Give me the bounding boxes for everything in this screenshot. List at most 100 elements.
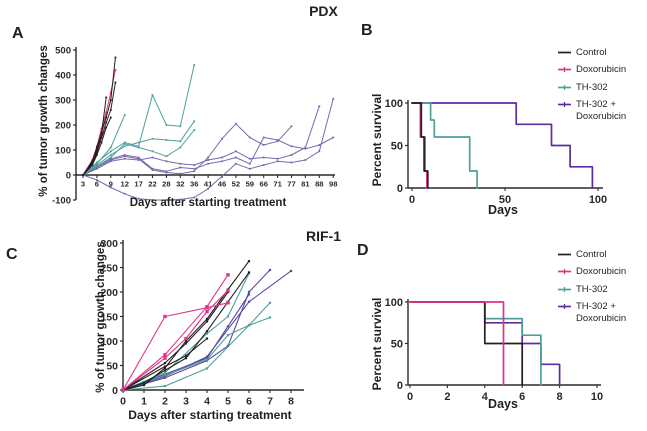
panel-label-c: C	[6, 246, 18, 263]
svg-text:-100: -100	[52, 195, 71, 206]
panel-d-y-axis-label: Percent survival	[370, 297, 384, 391]
panel-d-legend: Control Doxorubicin TH-302 TH-302 + Doxorub…	[557, 249, 626, 330]
svg-text:0: 0	[397, 380, 403, 392]
svg-text:100: 100	[589, 194, 607, 206]
svg-text:50: 50	[499, 194, 511, 206]
legend-line-swatch-icon	[558, 102, 571, 108]
legend-item-th302: TH-302	[557, 82, 626, 93]
svg-text:7: 7	[267, 396, 273, 408]
svg-text:250: 250	[100, 262, 118, 274]
svg-text:77: 77	[287, 180, 295, 189]
svg-text:3: 3	[81, 180, 85, 189]
legend-item-control: Control	[557, 47, 626, 58]
panel-d-survival-chart: 0 50 100 0 2 4 6 8 10	[385, 297, 603, 403]
svg-text:59: 59	[246, 180, 254, 189]
legend-item-label: TH-302 + Doxorubicin	[576, 301, 627, 324]
panel-b-x-axis-label: Days	[488, 203, 518, 217]
legend-item-label: Control	[576, 47, 607, 58]
svg-text:400: 400	[55, 70, 71, 81]
svg-text:100: 100	[55, 145, 71, 156]
svg-text:8: 8	[288, 396, 294, 408]
panel-label-b: B	[361, 22, 373, 39]
panel-b-y-axis-label: Percent survival	[370, 93, 384, 187]
legend-line-swatch-icon	[558, 84, 571, 90]
svg-text:200: 200	[55, 120, 71, 131]
svg-text:50: 50	[106, 360, 118, 372]
svg-text:6: 6	[519, 391, 525, 403]
legend-item-label: Control	[576, 249, 607, 260]
svg-text:100: 100	[100, 336, 118, 348]
svg-text:200: 200	[100, 287, 118, 299]
svg-text:0: 0	[407, 391, 413, 403]
svg-text:0: 0	[120, 396, 126, 408]
svg-text:2: 2	[162, 396, 168, 408]
svg-text:28: 28	[162, 180, 170, 189]
svg-text:3: 3	[183, 396, 189, 408]
svg-text:0: 0	[66, 170, 71, 181]
svg-text:36: 36	[190, 180, 198, 189]
svg-text:0: 0	[409, 194, 415, 206]
legend-line-swatch-icon	[558, 304, 571, 310]
panel-d-x-axis-label: Days	[488, 397, 518, 411]
svg-text:500: 500	[55, 45, 71, 56]
svg-text:81: 81	[301, 180, 310, 189]
svg-text:71: 71	[273, 180, 282, 189]
svg-text:12: 12	[120, 180, 128, 189]
svg-text:300: 300	[100, 238, 118, 250]
legend-item-th302-doxorubicin: TH-302 + Doxorubicin	[557, 301, 626, 324]
svg-text:46: 46	[218, 180, 226, 189]
legend-line-swatch-icon	[558, 253, 571, 256]
panel-c-spider-chart: 0 50 100 150 200 250 300 0 1 2 3 4 5 6 7 8	[100, 238, 304, 408]
legend-item-label: Doxorubicin	[576, 266, 627, 278]
svg-text:10: 10	[591, 391, 603, 403]
panel-c-y-axis-label: % of tumor growth changes	[95, 241, 107, 393]
svg-text:9: 9	[109, 180, 113, 189]
panel-a-y-axis-label: % of tumor growth changes	[38, 45, 50, 197]
legend-item-doxorubicin: Doxorubicin	[557, 64, 626, 75]
legend-item-control: Control	[557, 249, 626, 260]
svg-text:22: 22	[148, 180, 156, 189]
svg-text:300: 300	[55, 95, 71, 106]
svg-text:100: 100	[385, 297, 403, 309]
svg-text:50: 50	[391, 140, 403, 152]
svg-text:0: 0	[112, 385, 118, 397]
svg-text:0: 0	[397, 183, 403, 195]
svg-text:5: 5	[225, 396, 231, 408]
svg-text:66: 66	[259, 180, 267, 189]
panel-a-x-axis-label: Days after starting treatment	[129, 197, 287, 209]
legend-item-th302-doxorubicin: TH-302 + Doxorubicin	[557, 99, 626, 122]
svg-text:52: 52	[232, 180, 240, 189]
svg-text:41: 41	[204, 180, 213, 189]
panel-c-x-axis-label: Days after starting treatment	[128, 408, 292, 422]
svg-text:8: 8	[557, 391, 563, 403]
svg-text:88: 88	[315, 180, 323, 189]
svg-text:17: 17	[134, 180, 142, 189]
legend-line-swatch-icon	[558, 67, 571, 73]
svg-text:4: 4	[204, 396, 210, 408]
legend-item-label: Doxorubicin	[576, 64, 627, 76]
svg-text:4: 4	[482, 391, 489, 403]
legend-item-label: TH-302 + Doxorubicin	[576, 99, 627, 122]
svg-text:1: 1	[141, 396, 147, 408]
svg-text:150: 150	[100, 311, 118, 323]
svg-text:6: 6	[95, 180, 99, 189]
panel-b-survival-chart: 0 50 100 0 50 100	[385, 98, 608, 206]
legend-item-label: TH-302	[576, 283, 608, 295]
legend-item-label: TH-302	[576, 81, 608, 93]
legend-line-swatch-icon	[558, 269, 571, 275]
panel-label-d: D	[357, 242, 369, 259]
row-title-rif1: RIF-1	[306, 228, 341, 244]
svg-text:100: 100	[385, 98, 403, 110]
legend-item-doxorubicin: Doxorubicin	[557, 266, 626, 277]
svg-text:32: 32	[176, 180, 184, 189]
panel-b-legend: Control Doxorubicin TH-302 TH-302 + Doxorub…	[557, 47, 626, 128]
panel-label-a: A	[12, 25, 24, 42]
svg-text:50: 50	[391, 338, 403, 350]
legend-item-th302: TH-302	[557, 284, 626, 295]
legend-line-swatch-icon	[558, 286, 571, 292]
legend-line-swatch-icon	[558, 51, 571, 54]
svg-text:6: 6	[246, 396, 252, 408]
svg-text:2: 2	[444, 391, 450, 403]
